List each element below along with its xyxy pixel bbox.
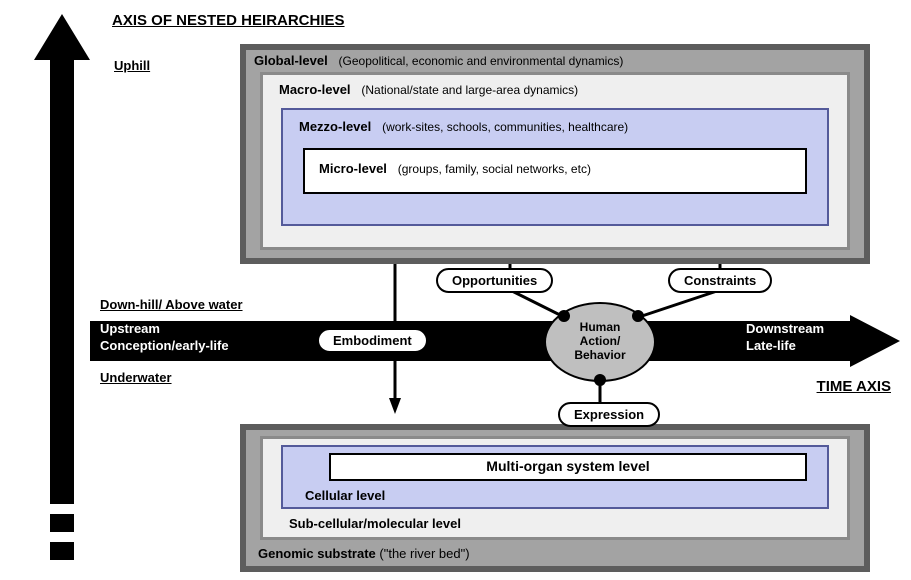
connector-dot [632, 310, 644, 322]
connector-dot [558, 310, 570, 322]
opportunities-pill: Opportunities [436, 268, 553, 293]
constraints-pill: Constraints [668, 268, 772, 293]
ellipse-line3: Behavior [546, 349, 654, 363]
embodiment-pill: Embodiment [317, 328, 428, 353]
expression-pill: Expression [558, 402, 660, 427]
ellipse-line2: Action/ [546, 335, 654, 349]
ellipse-line1: Human [546, 321, 654, 335]
connector-dot [594, 374, 606, 386]
